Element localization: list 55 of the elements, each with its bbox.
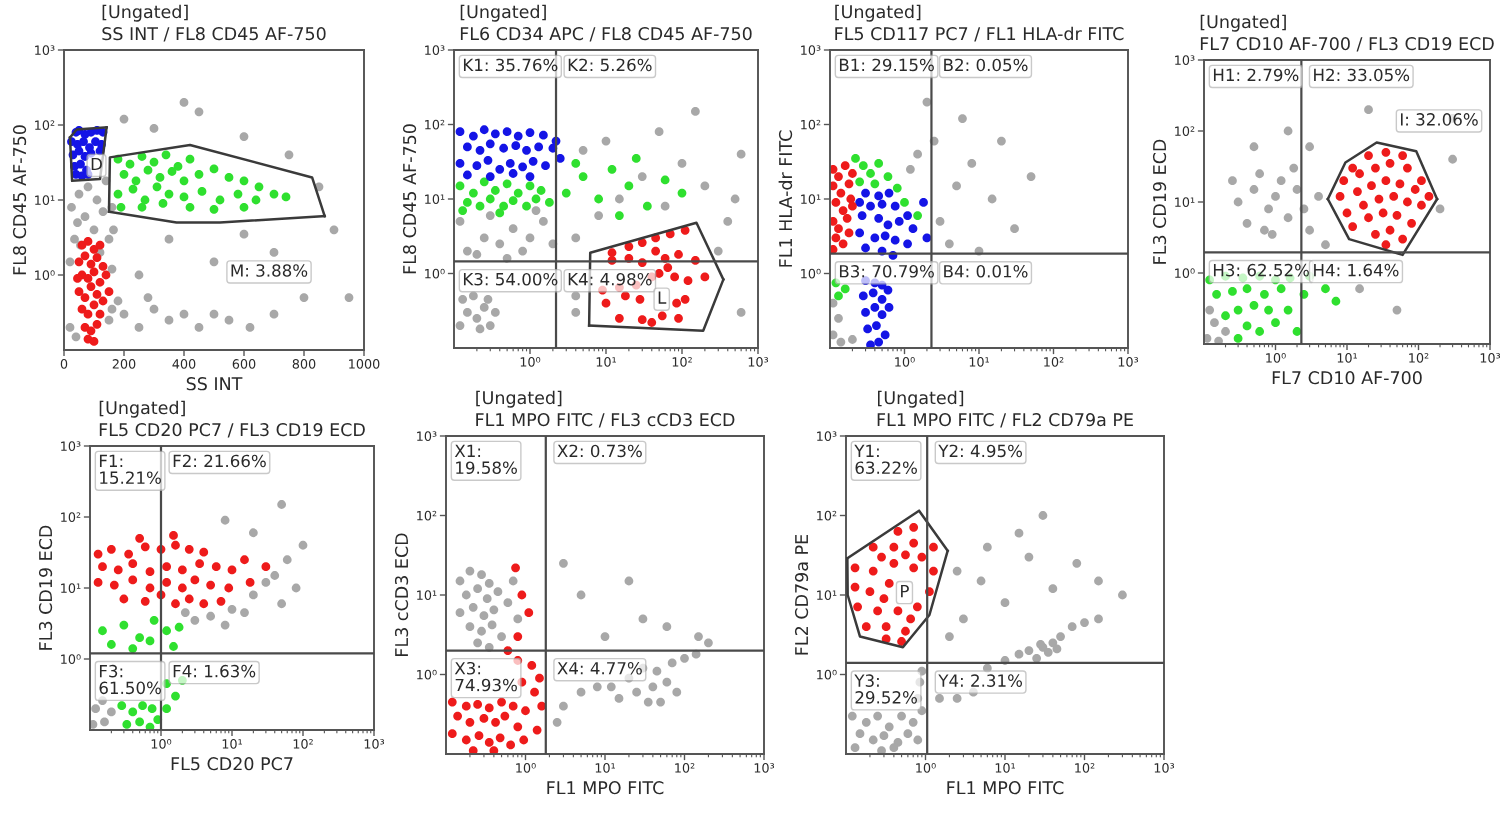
- annotation: F2: 21.66%: [173, 454, 266, 468]
- chart-title: [Ungated]: [835, 4, 921, 22]
- annotation: B3: 70.79%: [839, 265, 934, 278]
- y-axis-title: FL3 CD19 ECD: [38, 525, 53, 650]
- y-axis-title: FL2 CD79a PE: [794, 534, 809, 655]
- annotation: Y2: 4.95%: [938, 444, 1023, 458]
- annotation: P: [901, 585, 909, 598]
- chart-subtitle: FL5 CD117 PC7 / FL1 HLA-dr FITC: [835, 26, 1124, 42]
- chart-subtitle: FL5 CD20 PC7 / FL3 CD19 ECD: [99, 423, 365, 438]
- annotation: F4: 1.63%: [173, 664, 256, 678]
- annotation: H2: 33.05%: [1314, 68, 1410, 82]
- chart-subtitle: FL6 CD34 APC / FL8 CD45 AF-750: [460, 27, 752, 42]
- chart-title: [Ungated]: [1200, 14, 1286, 32]
- annotation: X2: 0.73%: [557, 444, 642, 458]
- y-axis-title: FL1 HLA-dr FITC: [778, 130, 793, 267]
- x-axis-title: SS INT: [186, 377, 243, 391]
- x-axis-title: FL7 CD10 AF-700: [1272, 371, 1422, 385]
- chart-subtitle: FL1 MPO FITC / FL2 CD79a PE: [877, 413, 1133, 428]
- chart-subtitle: FL7 CD10 AF-700 / FL3 CD19 ECD: [1200, 37, 1494, 52]
- annotation: K2: 5.26%: [568, 58, 652, 72]
- annotation: L: [658, 291, 667, 304]
- annotation: I: 32.06%: [1400, 113, 1478, 126]
- annotation: H3: 62.52%: [1213, 263, 1310, 277]
- annotation: F3: 61.50%: [99, 664, 161, 695]
- annotation: F1: 15.21%: [99, 454, 161, 484]
- annotation: B4: 0.01%: [944, 265, 1028, 278]
- annotation: K1: 35.76%: [463, 58, 558, 72]
- chart-subtitle: SS INT / FL8 CD45 AF-750: [102, 27, 326, 42]
- annotation: X4: 4.77%: [557, 661, 642, 675]
- y-axis-title: FL8 CD45 AF-750: [12, 125, 27, 275]
- chart-title: [Ungated]: [878, 390, 964, 408]
- annotation: Y1: 63.22%: [854, 444, 917, 474]
- x-axis-title: FL5 CD20 PC7: [171, 757, 293, 771]
- annotation: X1: 19.58%: [454, 444, 517, 474]
- annotation: B1: 29.15%: [839, 58, 934, 72]
- x-axis-title: FL1 MPO FITC: [947, 781, 1064, 795]
- annotation: Y4: 2.31%: [938, 674, 1023, 687]
- chart-title: [Ungated]: [460, 4, 546, 22]
- chart-title: [Ungated]: [99, 400, 185, 418]
- annotation: M: 3.88%: [231, 264, 308, 277]
- annotation: K4: 4.98%: [568, 272, 652, 286]
- annotation: B2: 0.05%: [944, 58, 1028, 72]
- annotation: X3: 74.93%: [454, 661, 517, 692]
- y-axis-title: FL3 CD19 ECD: [1152, 139, 1167, 264]
- annotation: H4: 1.64%: [1314, 263, 1399, 277]
- annotation: D: [91, 157, 102, 171]
- annotation: H1: 2.79%: [1213, 68, 1299, 82]
- annotation: K3: 54.00%: [463, 272, 558, 286]
- annotation: Y3: 29.52%: [854, 674, 917, 704]
- y-axis-title: FL8 CD45 AF-750: [402, 124, 417, 274]
- y-axis-title: FL3 cCD3 ECD: [394, 533, 409, 656]
- chart-subtitle: FL1 MPO FITC / FL3 cCD3 ECD: [476, 413, 735, 428]
- chart-title: [Ungated]: [102, 4, 188, 22]
- chart-title: [Ungated]: [476, 390, 562, 408]
- x-axis-title: FL1 MPO FITC: [547, 781, 664, 795]
